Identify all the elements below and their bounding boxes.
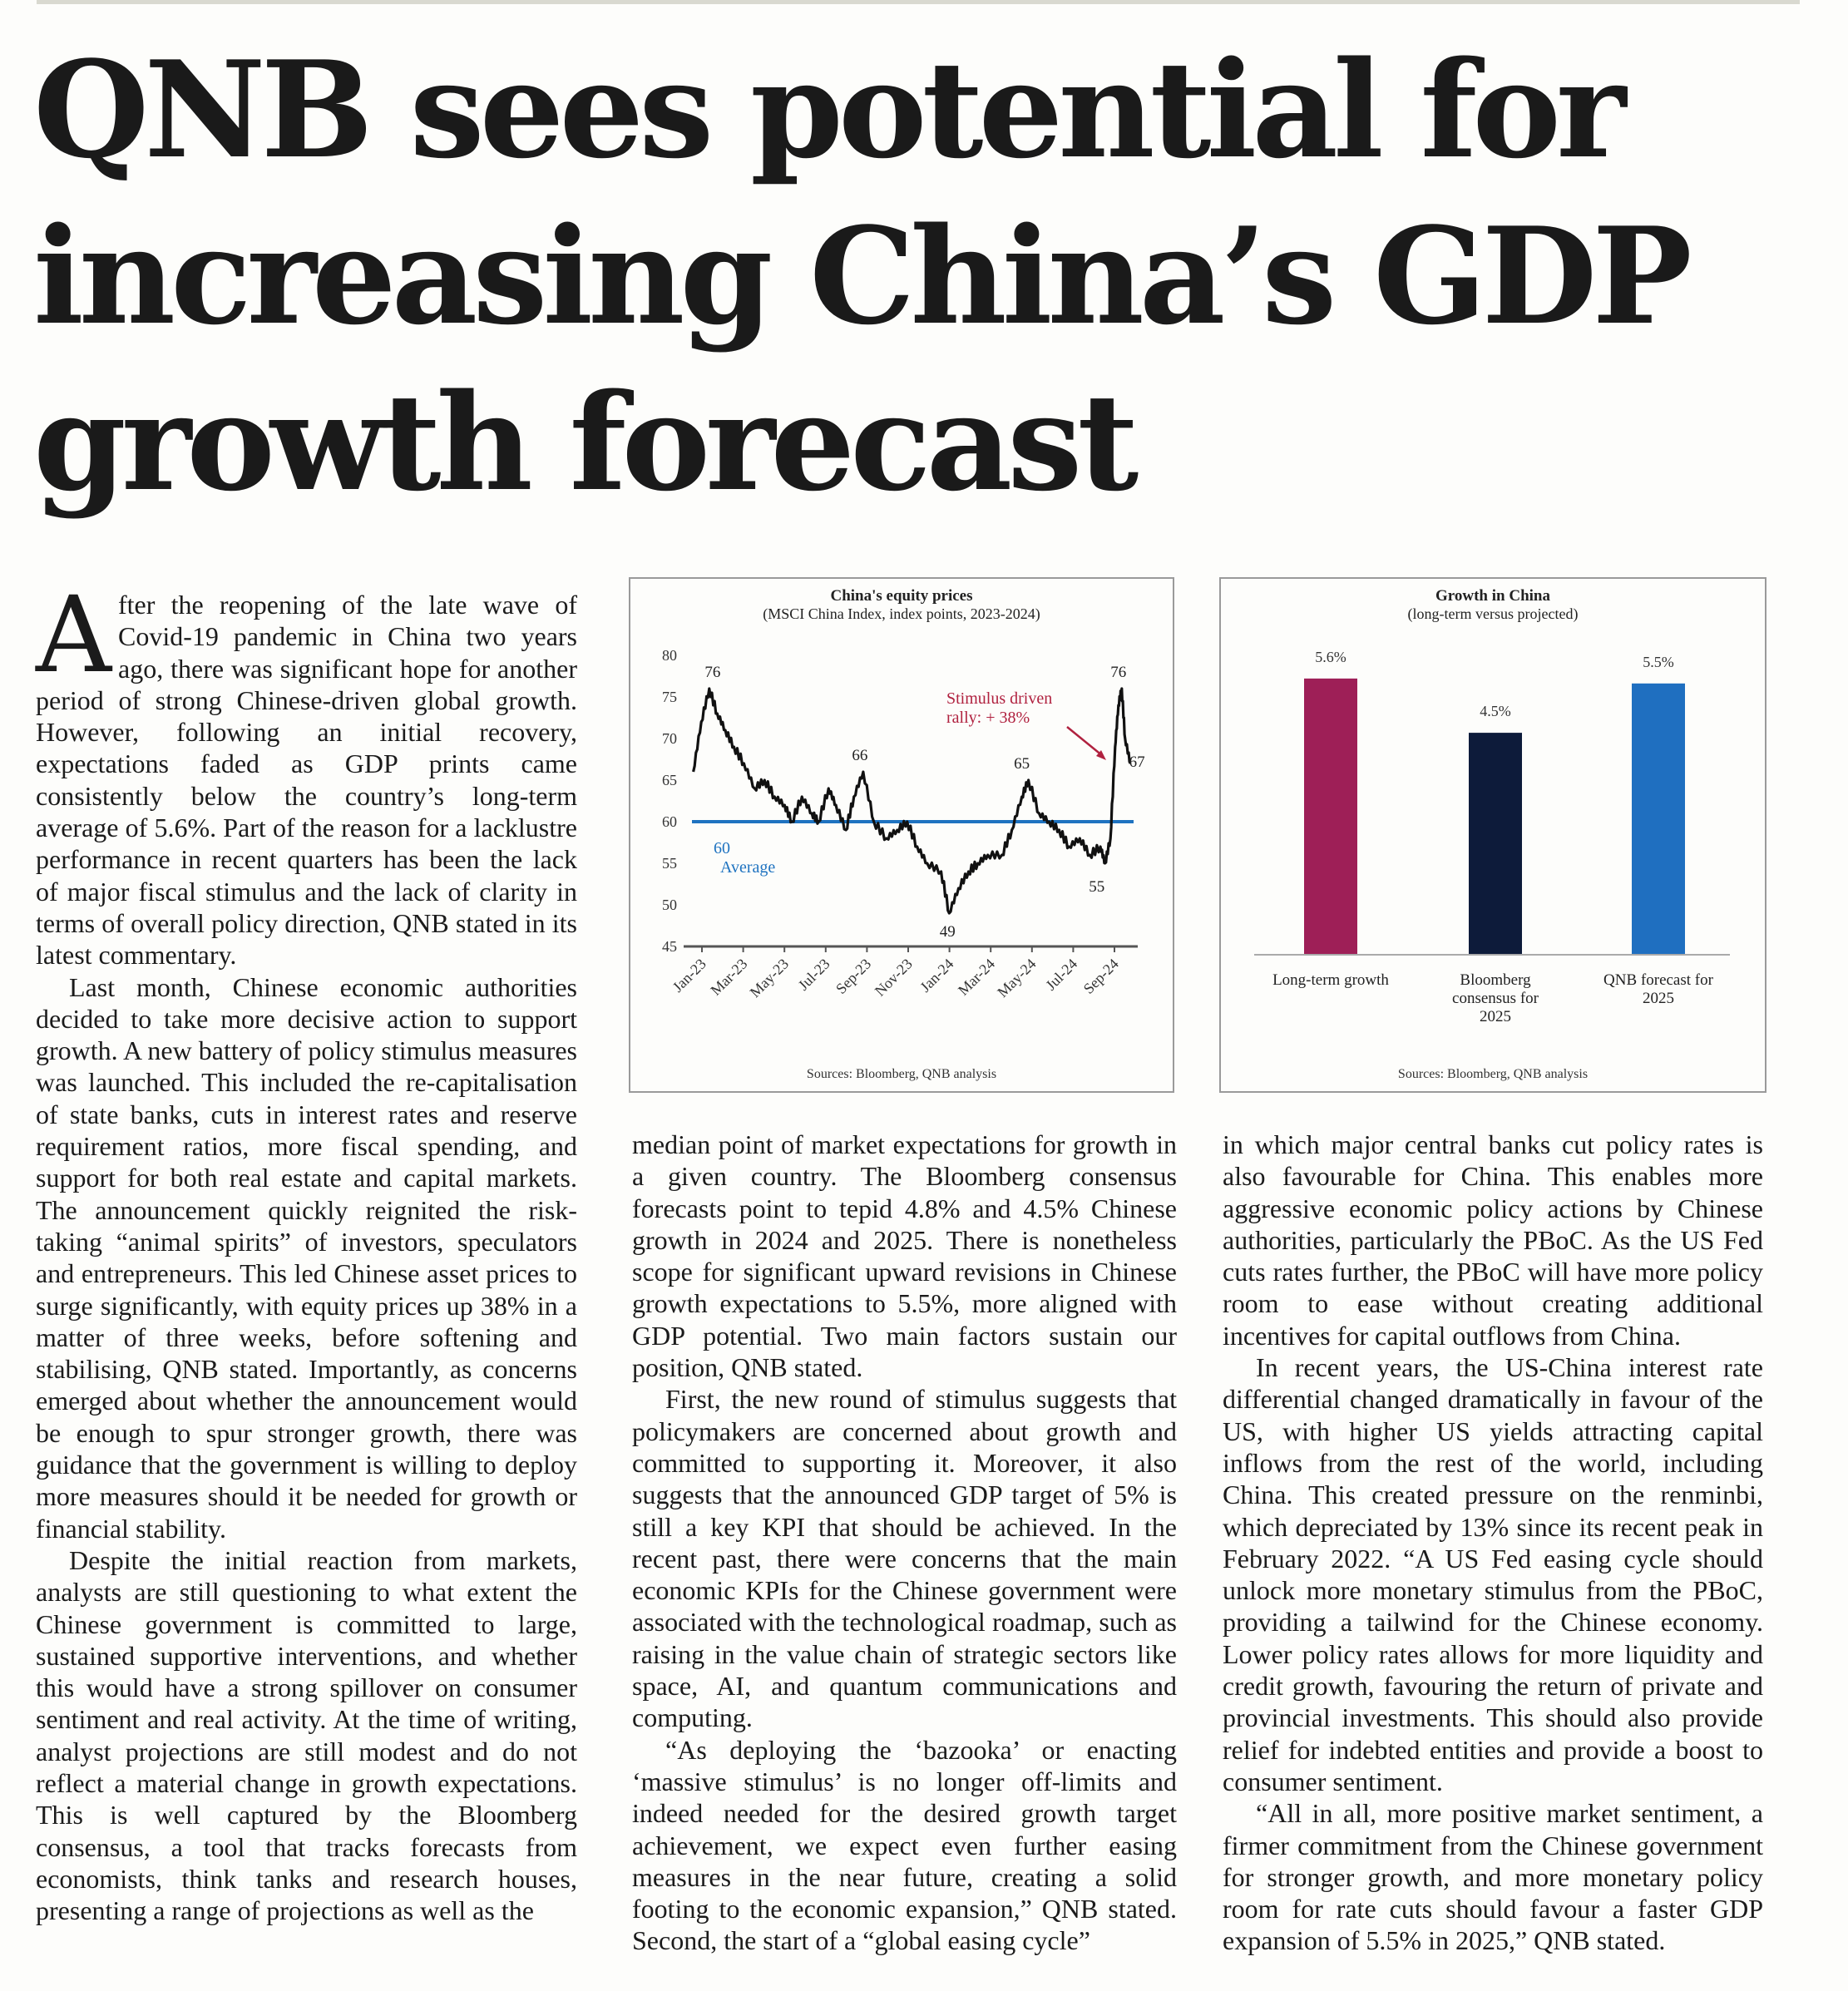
paragraph: In recent years, the US-China interest r… <box>1223 1352 1763 1796</box>
bar <box>1469 733 1522 955</box>
data-label: 65 <box>1014 755 1030 773</box>
data-label: 66 <box>852 747 867 764</box>
equity-prices-chart: China's equity prices (MSCI China Index,… <box>629 577 1174 1093</box>
paragraph: Last month, Chinese economic authorities… <box>36 971 577 1544</box>
chart-subtitle: (long-term versus projected) <box>1408 605 1579 623</box>
paragraph: “As deploying the ‘bazooka’ or enacting … <box>632 1734 1177 1956</box>
top-rule <box>37 0 1800 4</box>
x-tick-label: May-23 <box>747 956 792 1000</box>
chart-title: Growth in China <box>1435 587 1550 605</box>
paragraph: First, the new round of stimulus suggest… <box>632 1384 1177 1733</box>
paragraph: in which major central banks cut policy … <box>1223 1129 1763 1351</box>
equity-prices-chart-svg: China's equity prices (MSCI China Index,… <box>662 587 1145 1081</box>
chart-source: Sources: Bloomberg, QNB analysis <box>807 1067 996 1081</box>
bar <box>1632 683 1685 955</box>
x-tick-label: Mar-24 <box>955 956 998 999</box>
y-tick-label: 45 <box>662 938 677 955</box>
x-tick-label: Nov-23 <box>872 956 916 1000</box>
rally-arrow-head <box>1096 750 1106 760</box>
plot-area: 5.6% Long-term growth 4.5% Bloombergconsens… <box>1254 649 1730 1025</box>
y-tick-label: 55 <box>662 855 677 872</box>
category-label: consensus for <box>1452 990 1539 1007</box>
growth-chart: Growth in China (long-term versus projec… <box>1219 577 1766 1093</box>
growth-chart-svg: Growth in China (long-term versus projec… <box>1254 587 1730 1081</box>
category-label: Long-term growth <box>1272 971 1389 989</box>
x-tick-label: Jan-23 <box>670 956 709 996</box>
bar-value-label: 5.5% <box>1643 654 1674 670</box>
x-tick-label: Mar-23 <box>707 956 750 999</box>
paragraph: median point of market expectations for … <box>632 1129 1177 1383</box>
equity-price-line <box>692 687 1132 915</box>
article-column-3: in which major central banks cut policy … <box>1223 1129 1763 1957</box>
y-tick-label: 50 <box>662 897 677 913</box>
x-tick-label: Jul-24 <box>1042 956 1080 994</box>
average-label: Average <box>720 858 775 877</box>
rally-arrow-line <box>1066 726 1104 757</box>
x-tick-label: Sep-23 <box>833 956 874 997</box>
category-label: 2025 <box>1643 990 1674 1007</box>
rally-label: Stimulus driven <box>946 689 1052 708</box>
x-tick-label: May-24 <box>994 956 1039 1000</box>
bar <box>1304 678 1357 955</box>
headline: QNB sees potential for increasing China’… <box>33 32 1692 521</box>
chart-source: Sources: Bloomberg, QNB analysis <box>1398 1067 1588 1081</box>
category-label: 2025 <box>1480 1008 1511 1025</box>
x-tick-label: Sep-24 <box>1080 956 1122 997</box>
bar-value-label: 4.5% <box>1480 703 1511 719</box>
x-tick-label: Jul-23 <box>795 956 833 994</box>
data-label: 49 <box>940 923 956 941</box>
chart-title: China's equity prices <box>830 587 972 605</box>
average-value-label: 60 <box>714 839 730 857</box>
article-column-2: median point of market expectations for … <box>632 1129 1177 1957</box>
y-tick-label: 75 <box>662 689 677 705</box>
y-tick-label: 80 <box>662 647 677 664</box>
category-label: Bloomberg <box>1460 971 1531 989</box>
y-tick-label: 70 <box>662 730 677 747</box>
category-label: QNB forecast for <box>1603 971 1714 989</box>
paragraph: Despite the initial reaction from market… <box>36 1544 577 1926</box>
y-tick-label: 60 <box>662 813 677 830</box>
data-label: 55 <box>1089 878 1104 896</box>
paragraph: “All in all, more positive market sentim… <box>1223 1798 1763 1956</box>
y-tick-label: 65 <box>662 772 677 788</box>
drop-cap: A <box>36 574 111 696</box>
data-label: 76 <box>1110 664 1126 681</box>
chart-subtitle: (MSCI China Index, index points, 2023-20… <box>763 605 1040 623</box>
data-label: 76 <box>704 664 720 681</box>
data-label: 67 <box>1129 753 1145 771</box>
rally-label: rally: + 38% <box>946 709 1030 727</box>
x-tick-label: Jan-24 <box>917 956 956 996</box>
bar-value-label: 5.6% <box>1315 649 1346 665</box>
